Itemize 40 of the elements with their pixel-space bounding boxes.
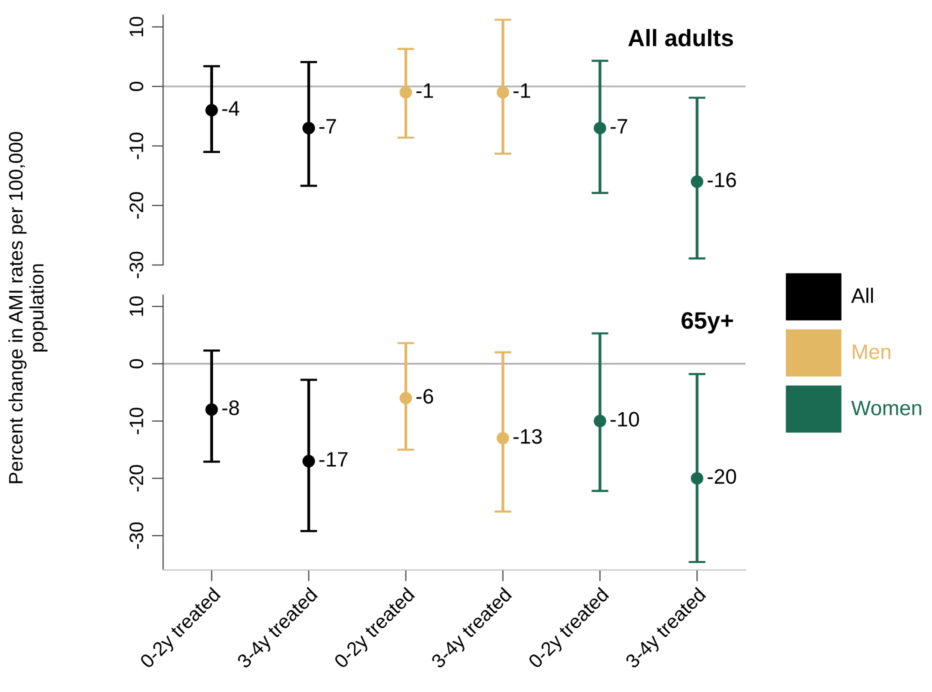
point xyxy=(302,454,315,468)
y-tick-label: -20 xyxy=(130,465,144,492)
point xyxy=(302,122,315,134)
y-tick-label: -10 xyxy=(130,408,144,434)
point xyxy=(496,432,510,444)
data-label: -20 xyxy=(708,469,736,484)
data-label: -10 xyxy=(610,412,639,427)
point xyxy=(496,86,510,99)
data-label: -1 xyxy=(416,83,434,98)
data-label: -16 xyxy=(708,172,736,188)
point xyxy=(594,414,606,428)
data-label: -6 xyxy=(416,388,434,404)
point xyxy=(690,472,704,485)
point xyxy=(205,403,218,416)
legend-label: All xyxy=(851,288,873,303)
data-label: -17 xyxy=(319,452,348,467)
point xyxy=(400,86,412,99)
data-label: -8 xyxy=(222,400,239,416)
y-tick-label: 10 xyxy=(130,296,144,316)
chart-title: All adults xyxy=(628,28,733,46)
y-tick-label: -30 xyxy=(130,252,144,278)
y-tick-label: 0 xyxy=(130,359,144,368)
y-tick-label: 0 xyxy=(130,82,144,92)
y-tick-label: 10 xyxy=(130,16,144,36)
y-tick-label: -30 xyxy=(130,522,144,549)
legend-label: Men xyxy=(852,344,890,360)
point xyxy=(690,175,704,188)
data-label: -7 xyxy=(319,119,336,134)
data-label: -4 xyxy=(222,101,240,116)
data-label: -13 xyxy=(514,429,542,444)
data-label: -7 xyxy=(610,119,628,134)
y-tick-label: -20 xyxy=(130,192,144,219)
point xyxy=(205,104,218,116)
legend-label: Women xyxy=(851,400,922,416)
point xyxy=(594,122,606,134)
y-tick-label: -10 xyxy=(130,132,144,160)
point xyxy=(400,392,412,404)
text: 65y+ xyxy=(682,312,733,334)
data-label: -1 xyxy=(514,83,530,98)
y-axis-title: Percent change in AMI rates per 100,000 population xyxy=(8,132,48,484)
